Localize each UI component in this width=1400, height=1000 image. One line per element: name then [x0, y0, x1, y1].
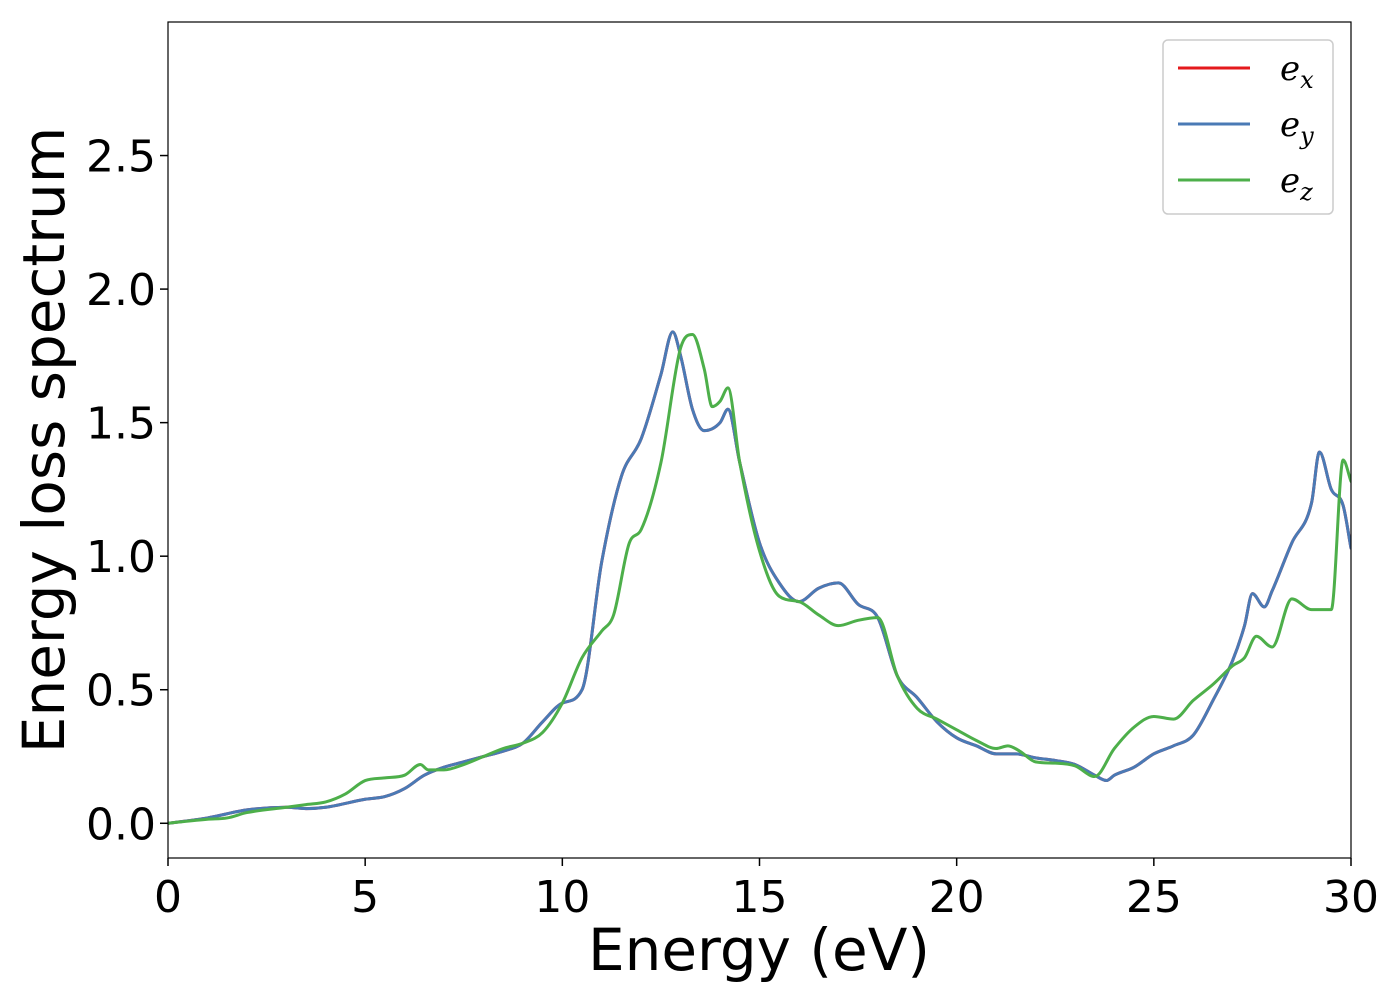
x-tick-label: 30: [1323, 872, 1379, 923]
series-line-e-y: [168, 330, 1351, 825]
y-tick-label: 2.0: [86, 265, 156, 316]
y-tick-label: 2.5: [86, 132, 156, 183]
series-layer: [168, 330, 1351, 825]
y-axis-label: Energy loss spectrum: [10, 127, 78, 753]
legend-label-z: ez: [1280, 161, 1313, 206]
legend-label-x: ex: [1280, 49, 1314, 94]
x-axis-ticks: 0 5 10 15 20 25 30: [154, 858, 1379, 923]
legend: ex ey ez: [1162, 39, 1334, 215]
y-tick-label: 0.5: [86, 666, 156, 717]
legend-label-y: ey: [1280, 105, 1314, 150]
series-line-e-z: [168, 333, 1351, 825]
y-tick-label: 1.5: [86, 399, 156, 450]
x-axis-label: Energy (eV): [588, 916, 930, 984]
y-tick-label: 1.0: [86, 532, 156, 583]
x-tick-label: 15: [732, 872, 788, 923]
x-tick-label: 10: [534, 872, 590, 923]
x-tick-label: 0: [154, 872, 182, 923]
y-axis-ticks: 0.0 0.5 1.0 1.5 2.0 2.5: [86, 132, 168, 850]
x-tick-label: 5: [351, 872, 379, 923]
plot-background: [168, 22, 1351, 858]
y-tick-label: 0.0: [86, 799, 156, 850]
x-tick-label: 20: [929, 872, 985, 923]
legend-frame: [1162, 39, 1334, 215]
x-tick-label: 25: [1126, 872, 1182, 923]
